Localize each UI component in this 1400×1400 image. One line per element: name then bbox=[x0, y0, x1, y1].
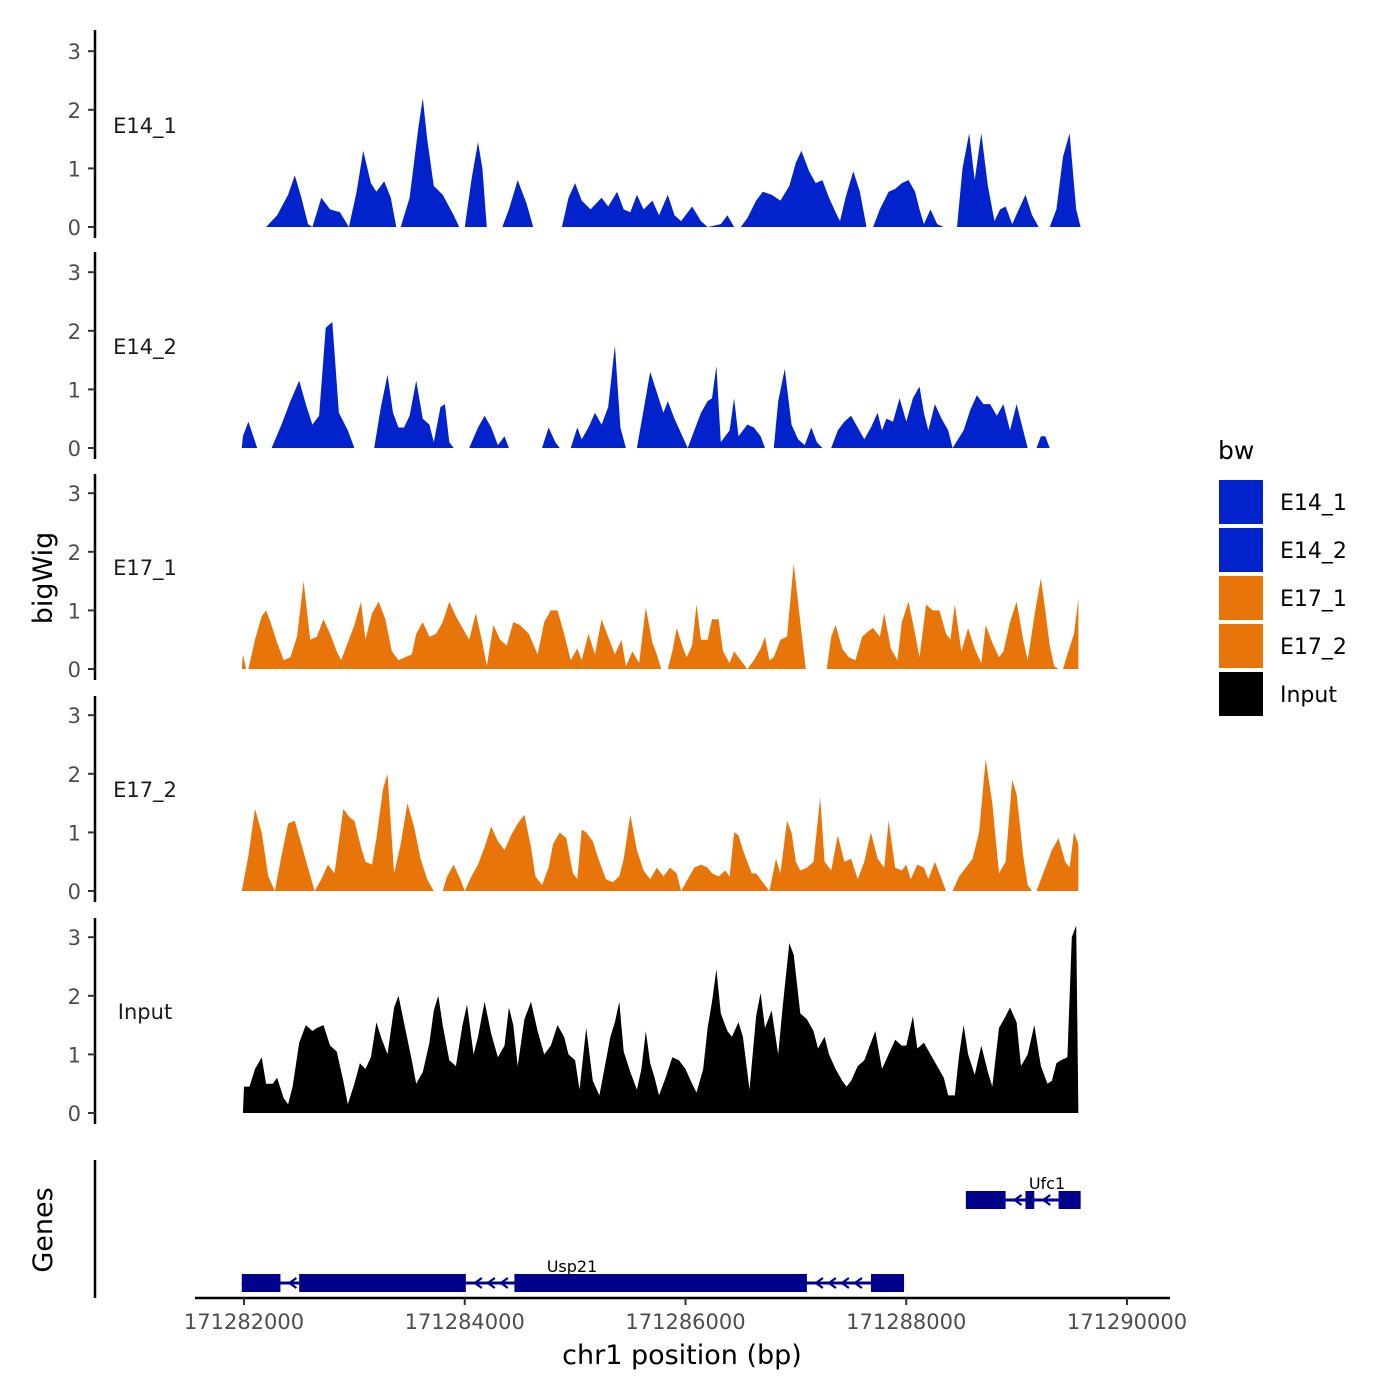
track-label: E17_2 bbox=[113, 778, 177, 803]
gene-exon bbox=[1058, 1191, 1081, 1209]
track-label: Input bbox=[118, 1000, 172, 1024]
legend-item: E17_2 bbox=[1219, 624, 1347, 668]
track-label: E17_1 bbox=[113, 556, 177, 581]
track-e17-1: 0 1 2 3 E17_1 bbox=[68, 474, 1079, 682]
gene-name: Ufc1 bbox=[1029, 1174, 1065, 1193]
legend-label: Input bbox=[1280, 683, 1337, 708]
y-tick-label: 3 bbox=[68, 704, 81, 728]
strand-arrow bbox=[485, 1277, 496, 1289]
legend-label: E14_2 bbox=[1280, 539, 1347, 564]
legend-title: bw bbox=[1218, 436, 1254, 465]
gene-exon bbox=[241, 1274, 281, 1292]
x-tick-label: 171286000 bbox=[625, 1310, 745, 1334]
track-input: 0 1 2 3 Input bbox=[68, 918, 1079, 1126]
y-tick-label: 1 bbox=[68, 157, 81, 181]
gene-track: Usp21 Ufc1 bbox=[93, 1160, 1081, 1298]
legend-label: E14_1 bbox=[1280, 491, 1347, 516]
y-tick-label: 0 bbox=[68, 880, 81, 904]
legend-item: E17_1 bbox=[1219, 576, 1347, 620]
y-tick-label: 1 bbox=[68, 821, 81, 845]
y-tick-label: 2 bbox=[68, 99, 81, 123]
legend-swatch bbox=[1219, 672, 1263, 716]
x-tick-label: 171288000 bbox=[846, 1310, 966, 1334]
y-tick-label: 1 bbox=[68, 599, 81, 623]
track-label: E14_2 bbox=[113, 335, 177, 360]
legend-label: E17_2 bbox=[1280, 635, 1347, 660]
gene-ufc1: Ufc1 bbox=[965, 1174, 1081, 1209]
signal-area bbox=[266, 98, 1081, 227]
legend-label: E17_1 bbox=[1280, 587, 1347, 612]
strand-arrow bbox=[498, 1277, 509, 1289]
genes-axis-title: Genes bbox=[28, 1187, 59, 1272]
track-e14-1: 0 1 2 3 E14_1 bbox=[68, 30, 1081, 240]
legend-swatch bbox=[1219, 624, 1263, 668]
x-axis: 171282000 171284000 171286000 171288000 1712… bbox=[184, 1296, 1187, 1334]
gene-exon bbox=[1025, 1191, 1035, 1209]
track-e17-2: 0 1 2 3 E17_2 bbox=[68, 696, 1079, 904]
strand-arrow bbox=[472, 1277, 483, 1289]
gene-exon bbox=[870, 1274, 905, 1292]
y-tick-label: 3 bbox=[68, 261, 81, 285]
y-tick-label: 2 bbox=[68, 541, 81, 565]
y-tick-label: 2 bbox=[68, 763, 81, 787]
strand-arrow bbox=[827, 1277, 837, 1289]
gene-exon bbox=[299, 1274, 466, 1292]
x-tick-label: 171290000 bbox=[1067, 1310, 1187, 1334]
signal-area bbox=[241, 563, 1079, 669]
x-tick-label: 171284000 bbox=[405, 1310, 525, 1334]
y-tick-label: 3 bbox=[68, 926, 81, 950]
y-tick-label: 3 bbox=[68, 40, 81, 64]
legend-swatch bbox=[1219, 480, 1263, 524]
x-axis-title: chr1 position (bp) bbox=[562, 1340, 802, 1371]
tracks-layer: 0 1 2 3 E14_1 0 1 2 3 E14_2 0 1 2 3 E17_1 0 1 2 3 E17_2 0 1 2 3… bbox=[68, 30, 1081, 1126]
gene-usp21: Usp21 bbox=[241, 1257, 905, 1292]
legend-swatch bbox=[1219, 528, 1263, 572]
gene-name: Usp21 bbox=[547, 1257, 598, 1276]
strand-arrow bbox=[814, 1277, 824, 1289]
strand-arrow bbox=[853, 1277, 863, 1289]
strand-arrow bbox=[1012, 1194, 1023, 1206]
legend-item: Input bbox=[1219, 672, 1337, 716]
y-tick-label: 1 bbox=[68, 378, 81, 402]
signal-area bbox=[242, 925, 1079, 1113]
y-tick-label: 0 bbox=[68, 437, 81, 461]
strand-arrow bbox=[287, 1277, 298, 1289]
gene-exon bbox=[965, 1191, 1006, 1209]
y-tick-label: 2 bbox=[68, 320, 81, 344]
signal-area bbox=[241, 759, 1079, 891]
legend-swatch bbox=[1219, 576, 1263, 620]
legend-item: E14_2 bbox=[1219, 528, 1347, 572]
y-tick-label: 3 bbox=[68, 482, 81, 506]
track-label: E14_1 bbox=[113, 114, 177, 139]
y-axis-title: bigWig bbox=[28, 532, 59, 625]
legend: bw E14_1 E14_2 E17_1 E17_2 Input bbox=[1218, 436, 1347, 716]
y-tick-label: 0 bbox=[68, 658, 81, 682]
legend-item: E14_1 bbox=[1219, 480, 1347, 524]
x-tick-label: 171282000 bbox=[184, 1310, 304, 1334]
y-tick-label: 2 bbox=[68, 985, 81, 1009]
strand-arrow bbox=[1041, 1194, 1051, 1206]
track-e14-2: 0 1 2 3 E14_2 bbox=[68, 252, 1050, 461]
signal-area bbox=[241, 322, 1050, 448]
y-tick-label: 0 bbox=[68, 1102, 81, 1126]
gene-exon bbox=[514, 1274, 807, 1292]
strand-arrow bbox=[840, 1277, 850, 1289]
y-tick-label: 1 bbox=[68, 1043, 81, 1067]
y-tick-label: 0 bbox=[68, 216, 81, 240]
